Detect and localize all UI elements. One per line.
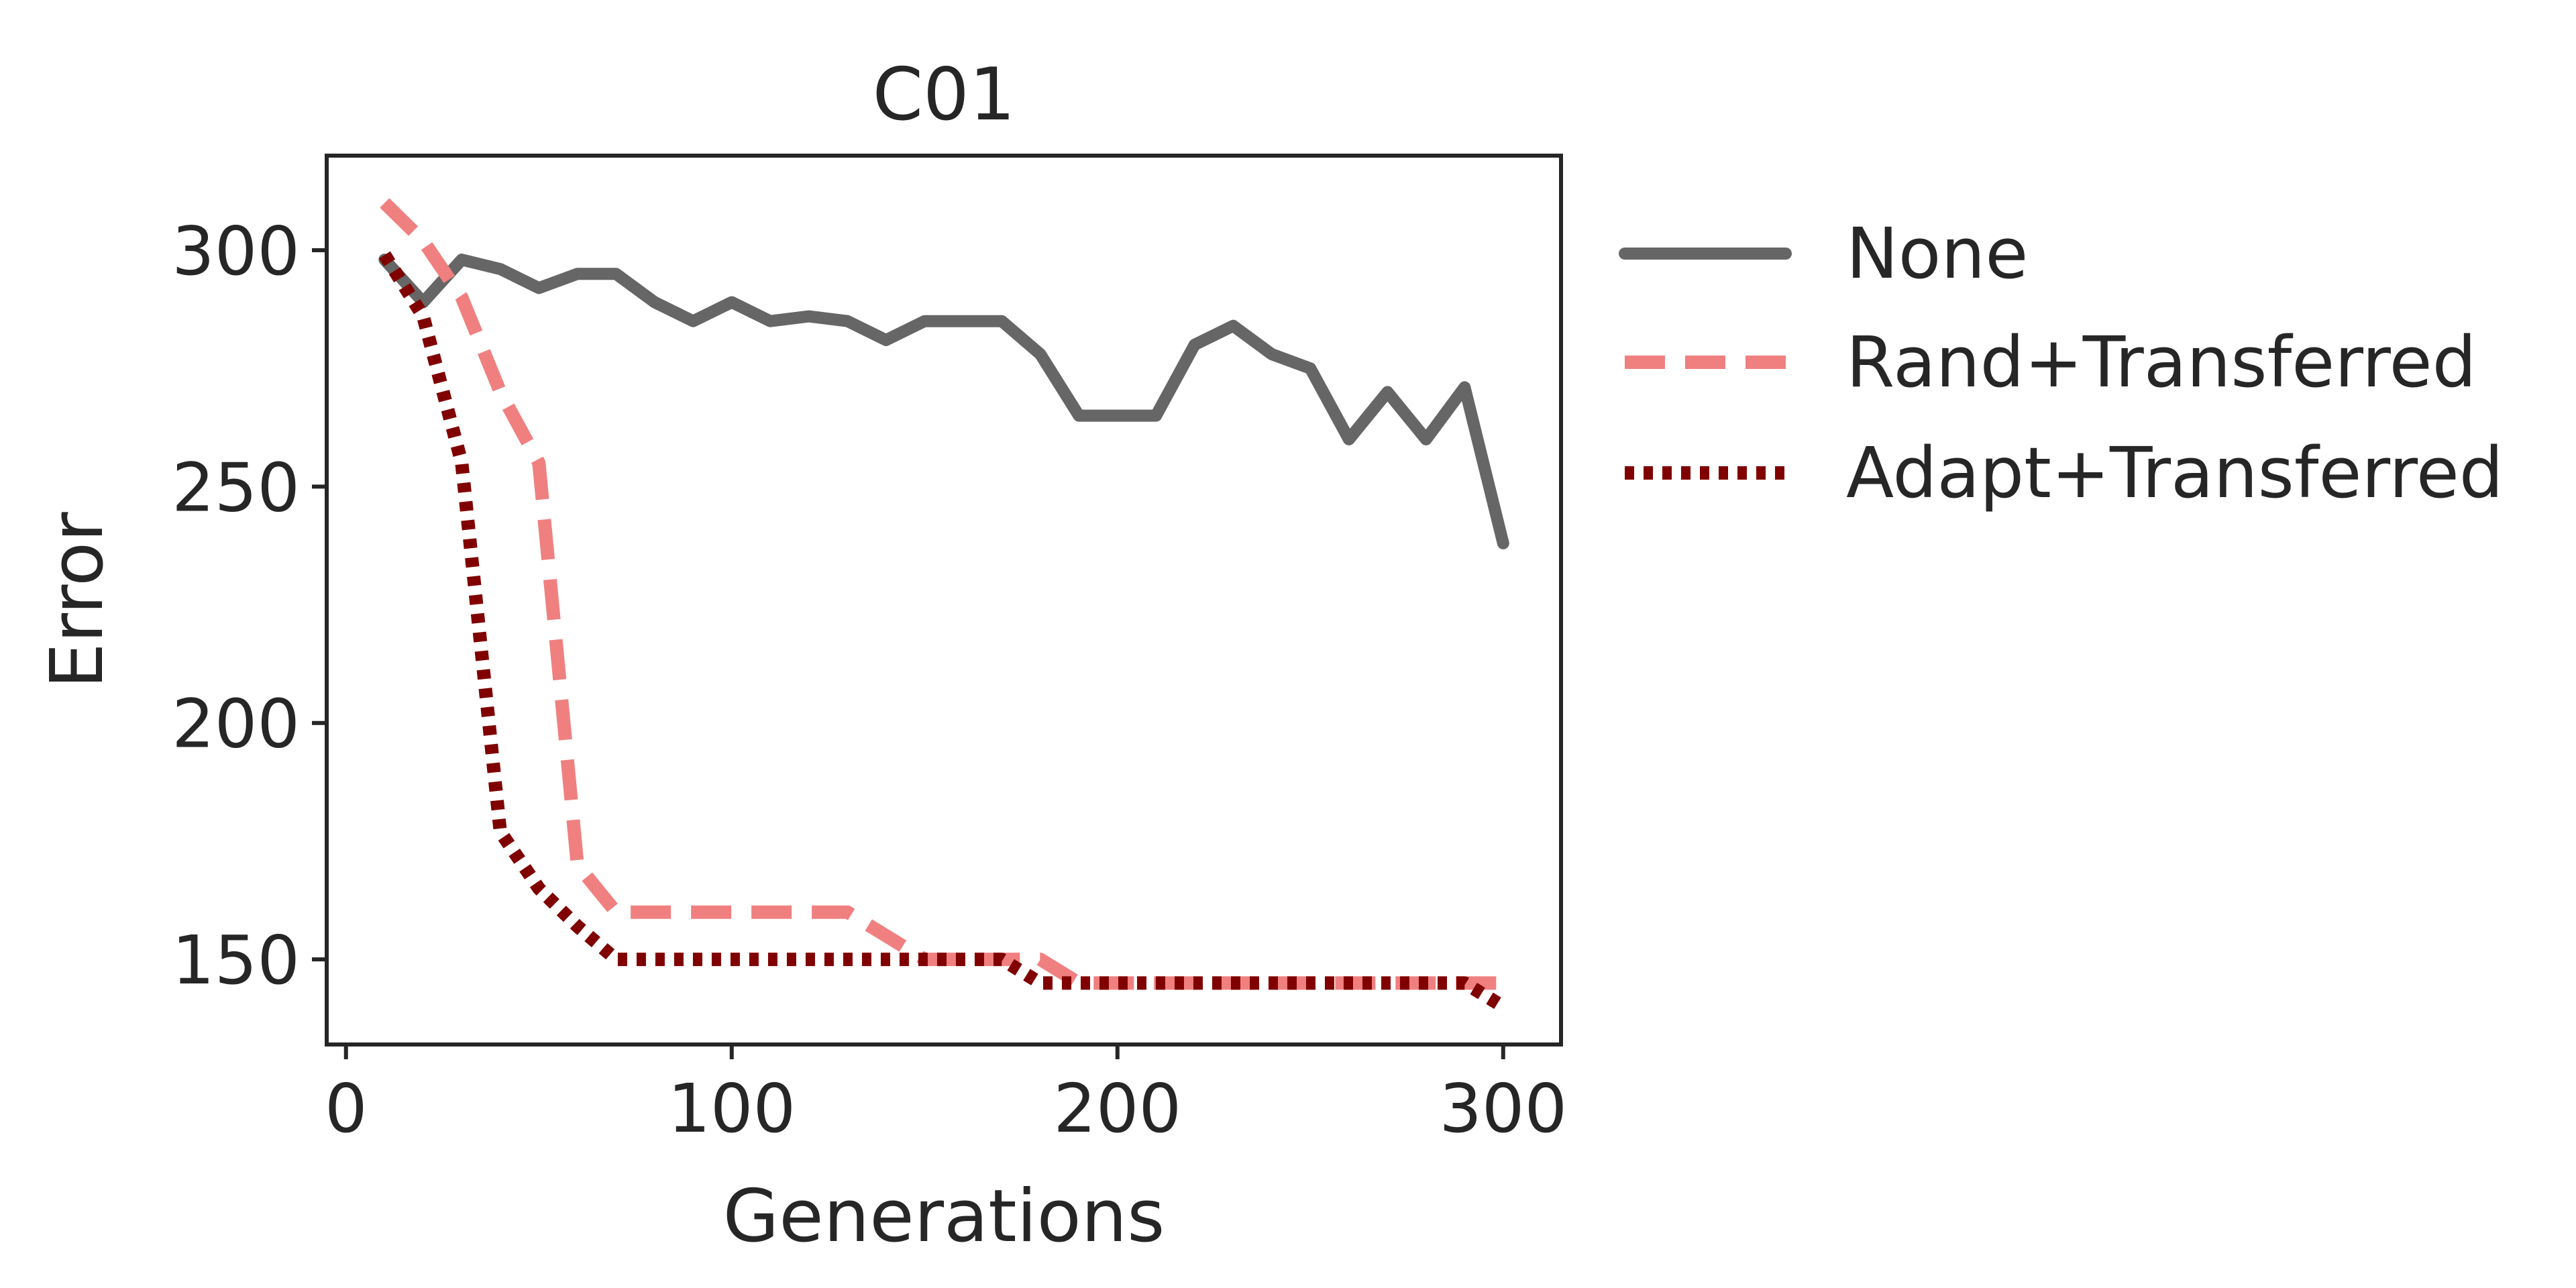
x-tick-label-0: 0 [325,1069,368,1148]
y-tick-label-3: 300 [172,212,300,290]
legend: None Rand+Transferred Adapt+Transferred [1619,213,2504,514]
series-line-0 [378,254,1509,549]
chart-title: C01 [873,53,1016,137]
x-tick-label-2: 200 [1053,1069,1181,1148]
y-axis-label: Error [36,512,119,689]
y-tick-label-2: 250 [172,448,300,527]
plot-frame [325,154,1563,1046]
x-tick-label-3: 300 [1439,1069,1567,1148]
axes-layer: 0 100 200 300 150 200 250 300 [172,212,1567,1148]
y-tick-label-1: 200 [172,685,300,763]
legend-label-2: Adapt+Transferred [1846,432,2504,514]
y-tick-label-0: 150 [172,921,300,1000]
x-axis-label: Generations [723,1175,1165,1258]
legend-label-1: Rand+Transferred [1846,321,2477,403]
x-tick-label-1: 100 [667,1069,796,1148]
series-layer [378,198,1509,1013]
legend-label-0: None [1846,213,2028,294]
series-line-2 [378,251,1507,1013]
